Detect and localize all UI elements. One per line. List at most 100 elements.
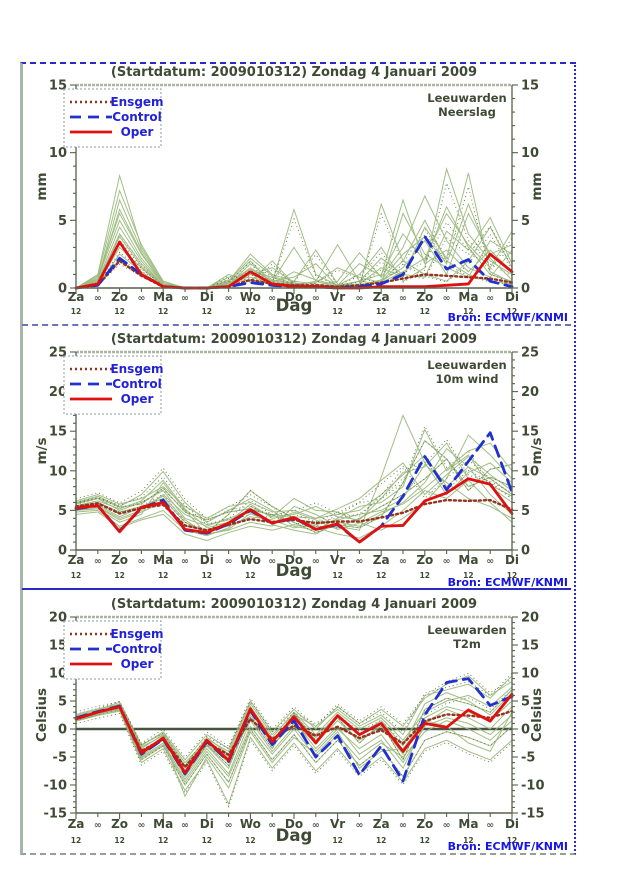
x-day-label: Zo [111, 817, 128, 831]
y-axis-unit-right: Celsius [529, 688, 545, 742]
y-tick-label-left: 15 [49, 79, 67, 94]
x-midnight-label: ∞ [443, 556, 451, 567]
ensemble-member-line [75, 710, 513, 806]
y-tick-label-right: -10 [521, 779, 545, 794]
y-tick-label-right: 10 [521, 667, 539, 682]
y-axis-unit-left: Celsius [34, 688, 50, 742]
source-credit: Bron: ECMWF/KNMI [448, 311, 568, 324]
y-tick-label-right: 10 [521, 464, 539, 479]
y-tick-label-right: 5 [521, 695, 530, 710]
source-credit: Bron: ECMWF/KNMI [448, 576, 568, 589]
x-midnight-label: ∞ [399, 293, 407, 304]
y-axis-unit-left: mm [34, 172, 50, 200]
x-day-label: Vr [330, 817, 345, 831]
x-midnight-label: ∞ [137, 556, 145, 567]
x-hour-label: 12 [202, 571, 212, 580]
ensemble-member-line [75, 442, 513, 535]
x-hour-label: 12 [158, 571, 168, 580]
ensemble-member-line [75, 198, 513, 289]
y-tick-label-right: 5 [521, 214, 530, 229]
x-hour-label: 12 [245, 836, 255, 845]
x-day-label: Do [285, 553, 303, 567]
y-tick-label-left: 10 [49, 464, 67, 479]
x-midnight-label: ∞ [486, 556, 494, 567]
x-day-label: Za [373, 553, 390, 567]
ensemble-member-line [75, 202, 513, 289]
panel-title: (Startdatum: 2009010312) Zondag 4 Januar… [111, 597, 477, 612]
chart-frame [20, 62, 576, 855]
x-hour-label: 12 [507, 571, 517, 580]
y-tick-label-right: -5 [521, 751, 535, 766]
x-midnight-label: ∞ [486, 293, 494, 304]
x-midnight-label: ∞ [312, 293, 320, 304]
y-tick-label-left: 0 [58, 544, 67, 559]
x-day-label: Zo [416, 817, 433, 831]
x-day-label: Di [200, 290, 214, 304]
x-hour-label: 12 [332, 836, 342, 845]
y-tick-label-right: 20 [521, 611, 539, 626]
x-midnight-label: ∞ [137, 293, 145, 304]
x-hour-label: 12 [158, 307, 168, 316]
ensemble-member-line [75, 686, 513, 767]
y-tick-label-right: -15 [521, 807, 545, 822]
ensemble-member-line [75, 434, 513, 537]
x-day-label: Zo [111, 290, 128, 304]
y-tick-label-left: -5 [53, 751, 67, 766]
x-day-label: Za [373, 817, 390, 831]
ensemble-member-line [75, 216, 513, 289]
x-day-label: Wo [240, 553, 261, 567]
ensemble-member-dotted-line [75, 689, 513, 775]
x-day-label: Wo [240, 290, 261, 304]
y-tick-label-right: 15 [521, 639, 539, 654]
source-credit: Bron: ECMWF/KNMI [448, 840, 568, 853]
x-axis-title: Dag [276, 826, 313, 845]
ensemble-member-dotted-line [75, 709, 513, 786]
y-tick-label-right: 25 [521, 346, 539, 361]
x-midnight-label: ∞ [94, 293, 102, 304]
x-hour-label: 12 [71, 571, 81, 580]
legend-control-label: Control [112, 642, 162, 656]
station-label: Leeuwarden [427, 623, 506, 637]
x-day-label: Vr [330, 290, 345, 304]
y-tick-label-left: 20 [49, 611, 67, 626]
x-day-label: Di [505, 290, 519, 304]
x-midnight-label: ∞ [399, 556, 407, 567]
x-day-label: Do [285, 817, 303, 831]
x-hour-label: 12 [245, 571, 255, 580]
x-hour-label: 12 [202, 836, 212, 845]
x-day-label: Za [68, 553, 85, 567]
panel-title: (Startdatum: 2009010312) Zondag 4 Januar… [111, 65, 477, 80]
x-hour-label: 12 [114, 307, 124, 316]
x-axis-title: Dag [276, 561, 313, 580]
y-tick-label-right: 0 [521, 282, 530, 297]
legend-control-label: Control [112, 110, 162, 124]
legend-control-label: Control [112, 377, 162, 391]
x-hour-label: 12 [332, 571, 342, 580]
variable-label: Neerslag [438, 105, 496, 119]
oper-line [74, 240, 514, 290]
x-hour-label: 12 [114, 836, 124, 845]
ensemble-member-dotted-line [75, 181, 513, 289]
x-day-label: Di [200, 553, 214, 567]
x-midnight-label: ∞ [137, 820, 145, 831]
x-midnight-label: ∞ [312, 820, 320, 831]
x-day-label: Di [200, 817, 214, 831]
legend-ensgem-label: Ensgem [110, 627, 163, 641]
ensemble-member-line [75, 442, 513, 529]
x-midnight-label: ∞ [181, 293, 189, 304]
x-hour-label: 12 [376, 571, 386, 580]
x-hour-label: 12 [202, 307, 212, 316]
x-day-label: Vr [330, 553, 345, 567]
x-day-label: Zo [111, 553, 128, 567]
x-day-label: Ma [458, 290, 478, 304]
x-midnight-label: ∞ [268, 556, 276, 567]
ensemble-member-dotted-line [75, 438, 513, 525]
legend-box [63, 355, 162, 415]
station-label: Leeuwarden [427, 91, 506, 105]
y-tick-label-left: 0 [58, 723, 67, 738]
y-axis-unit-left: m/s [34, 437, 50, 464]
x-day-label: Zo [416, 290, 433, 304]
x-day-label: Ma [458, 553, 478, 567]
x-midnight-label: ∞ [94, 556, 102, 567]
